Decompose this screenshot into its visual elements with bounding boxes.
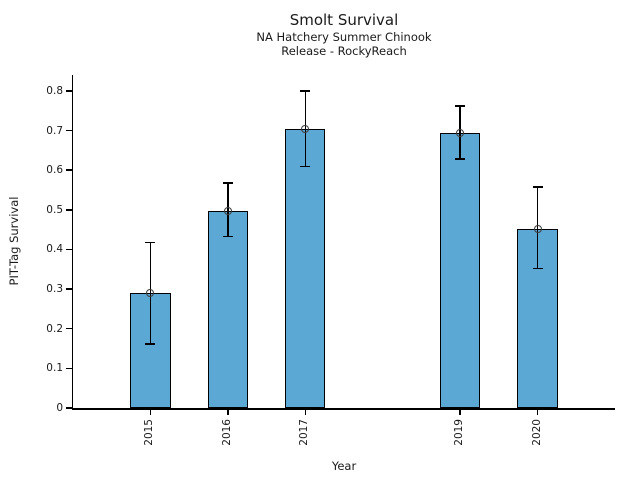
y-tick-label: 0.7 <box>46 124 63 137</box>
x-tick-label: 2020 <box>530 419 543 446</box>
error-bar-cap-bottom <box>532 267 543 270</box>
y-tick-mark <box>66 169 72 171</box>
x-tick-mark <box>304 409 307 415</box>
y-tick-mark <box>66 327 72 330</box>
y-tick-mark <box>66 129 72 132</box>
chart-title: Smolt Survival <box>289 11 399 29</box>
title-block: Smolt Survival NA Hatchery Summer Chinoo… <box>73 11 615 58</box>
x-tick-label: 2019 <box>453 419 466 446</box>
error-bar-cap-top <box>455 105 466 107</box>
mean-marker <box>146 289 155 298</box>
x-tick-mark <box>459 409 461 415</box>
error-bar-cap-bottom <box>300 165 311 168</box>
y-tick-label: 0.3 <box>46 283 63 296</box>
mean-marker <box>301 125 310 134</box>
bar-2017 <box>285 129 326 408</box>
mean-marker <box>223 206 232 215</box>
y-tick-label: 0.1 <box>46 362 63 375</box>
x-axis-spine <box>71 408 615 410</box>
x-tick-label: 2017 <box>298 419 311 446</box>
y-tick-label: 0.2 <box>46 322 63 335</box>
y-tick-label: 0.4 <box>46 243 63 256</box>
y-tick-label: 0 <box>56 402 63 414</box>
x-tick-label: 2016 <box>220 419 233 446</box>
bar-2019 <box>440 132 481 408</box>
y-tick-mark <box>66 90 72 92</box>
y-tick-mark <box>66 407 72 409</box>
chart-subtitle-line1: NA Hatchery Summer Chinook <box>256 30 432 44</box>
mean-marker <box>456 128 465 137</box>
y-tick-label: 0.5 <box>46 203 63 216</box>
error-bar-cap-bottom <box>222 235 233 238</box>
y-tick-mark <box>66 367 72 370</box>
y-tick-mark <box>66 288 72 290</box>
x-axis-label: Year <box>331 459 357 473</box>
error-bar-cap-top <box>532 186 543 188</box>
chart-subtitle-line2: Release - RockyReach <box>281 44 407 58</box>
y-tick-mark <box>66 209 72 211</box>
y-tick-label: 0.8 <box>46 84 63 97</box>
x-tick-mark <box>149 409 152 415</box>
x-tick-mark <box>227 409 229 415</box>
error-bar-cap-top <box>222 182 233 184</box>
plot-area: 0 0.1 0.2 0.3 0.4 0.5 0.6 0.7 0.8 2015 2016 2017 201… <box>46 75 615 446</box>
x-tick-label: 2015 <box>143 419 156 446</box>
mean-marker <box>533 224 542 233</box>
error-bar-cap-bottom <box>455 158 466 160</box>
error-bar-cap-top <box>145 241 156 244</box>
y-tick-mark <box>66 248 72 251</box>
error-bar-cap-top <box>300 90 311 92</box>
y-axis-spine <box>71 75 73 410</box>
error-bar-cap-bottom <box>145 343 156 345</box>
x-tick-mark <box>536 409 539 415</box>
y-tick-label: 0.6 <box>46 164 63 177</box>
bar-2016 <box>207 210 248 408</box>
